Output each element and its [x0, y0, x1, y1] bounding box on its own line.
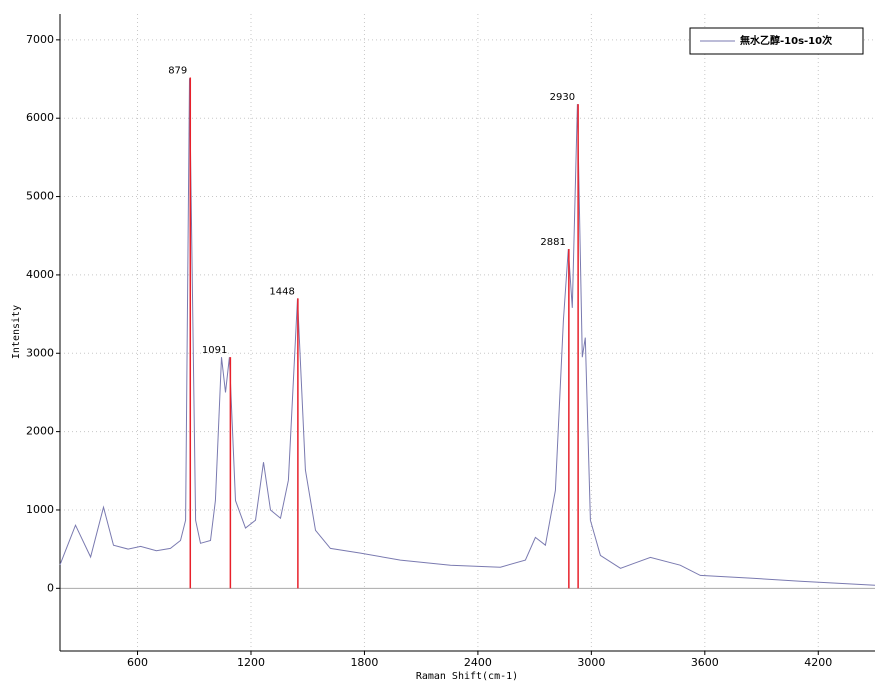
- y-tick-label: 7000: [26, 33, 54, 46]
- x-tick-label: 1800: [350, 656, 378, 669]
- legend-label: 無水乙醇-10s-10次: [740, 34, 832, 47]
- x-tick-label: 3000: [577, 656, 605, 669]
- x-axis-label: Raman Shift(cm-1): [416, 671, 518, 682]
- x-tick-label: 2400: [464, 656, 492, 669]
- y-axis-label: Intensity: [11, 305, 22, 359]
- y-tick-label: 2000: [26, 425, 54, 438]
- peak-label: 1091: [202, 345, 227, 356]
- x-tick-label: 1200: [237, 656, 265, 669]
- x-tick-label: 3600: [691, 656, 719, 669]
- y-tick-label: 3000: [26, 346, 54, 359]
- peak-label: 879: [168, 65, 187, 76]
- spectrum-line: [59, 78, 876, 586]
- peak-label: 2881: [540, 237, 565, 248]
- y-tick-label: 5000: [26, 190, 54, 203]
- peak-label: 1448: [269, 286, 294, 297]
- y-tick-label: 6000: [26, 111, 54, 124]
- y-tick-label: 4000: [26, 268, 54, 281]
- x-tick-label: 4200: [804, 656, 832, 669]
- y-tick-label: 1000: [26, 503, 54, 516]
- y-tick-label: 0: [47, 581, 54, 594]
- x-tick-label: 600: [127, 656, 148, 669]
- peak-label: 2930: [550, 92, 575, 103]
